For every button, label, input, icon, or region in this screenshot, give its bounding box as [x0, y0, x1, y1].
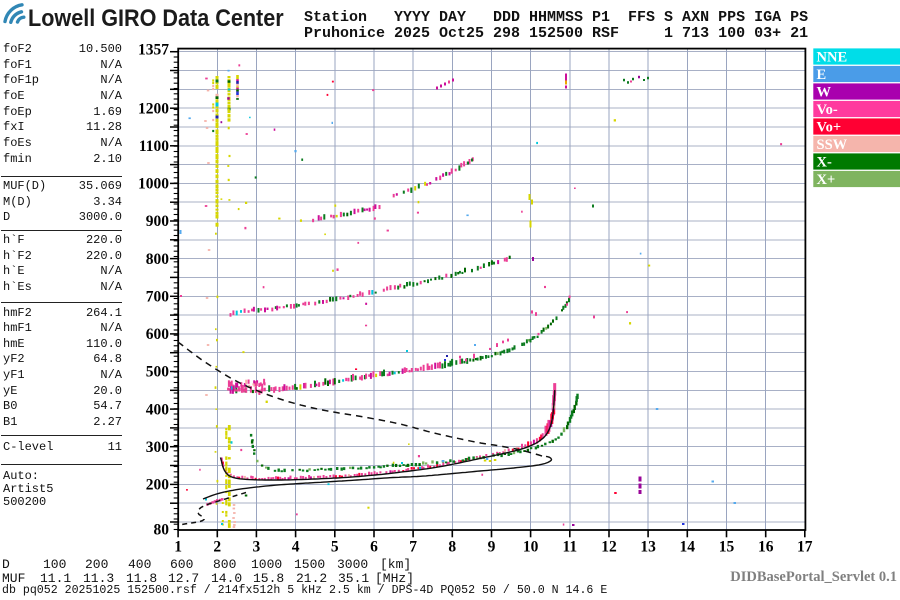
svg-text:4: 4	[292, 539, 300, 556]
svg-text:12: 12	[601, 539, 617, 556]
svg-text:700: 700	[146, 289, 170, 306]
svg-text:Vo+: Vo+	[817, 120, 842, 136]
svg-text:9: 9	[488, 539, 496, 556]
svg-text:5: 5	[331, 539, 339, 556]
svg-text:8: 8	[448, 539, 456, 556]
svg-text:1200: 1200	[138, 100, 169, 117]
svg-text:400: 400	[146, 401, 170, 418]
svg-text:2: 2	[213, 539, 221, 556]
svg-text:NNE: NNE	[817, 50, 848, 66]
svg-text:1: 1	[174, 539, 182, 556]
svg-text:1000: 1000	[138, 176, 169, 193]
svg-text:6: 6	[370, 539, 378, 556]
svg-text:800: 800	[146, 251, 170, 268]
svg-text:11: 11	[562, 539, 577, 556]
svg-text:80: 80	[154, 522, 170, 539]
svg-text:E: E	[817, 67, 827, 83]
svg-text:200: 200	[146, 477, 170, 494]
svg-text:15: 15	[719, 539, 735, 556]
svg-text:900: 900	[146, 213, 170, 230]
svg-text:SSW: SSW	[817, 137, 848, 153]
svg-text:14: 14	[680, 539, 696, 556]
svg-text:13: 13	[640, 539, 656, 556]
svg-text:600: 600	[146, 326, 170, 343]
svg-text:Vo-: Vo-	[817, 102, 838, 118]
svg-text:300: 300	[146, 439, 170, 456]
svg-text:X-: X-	[817, 155, 832, 171]
svg-text:16: 16	[758, 539, 774, 556]
svg-text:500: 500	[146, 364, 170, 381]
svg-text:W: W	[817, 85, 832, 101]
svg-text:1357: 1357	[138, 41, 169, 58]
svg-text:1100: 1100	[139, 138, 169, 155]
svg-text:17: 17	[797, 539, 813, 556]
svg-text:3: 3	[253, 539, 261, 556]
svg-text:10: 10	[523, 539, 539, 556]
svg-text:X+: X+	[817, 172, 836, 188]
svg-text:7: 7	[409, 539, 417, 556]
